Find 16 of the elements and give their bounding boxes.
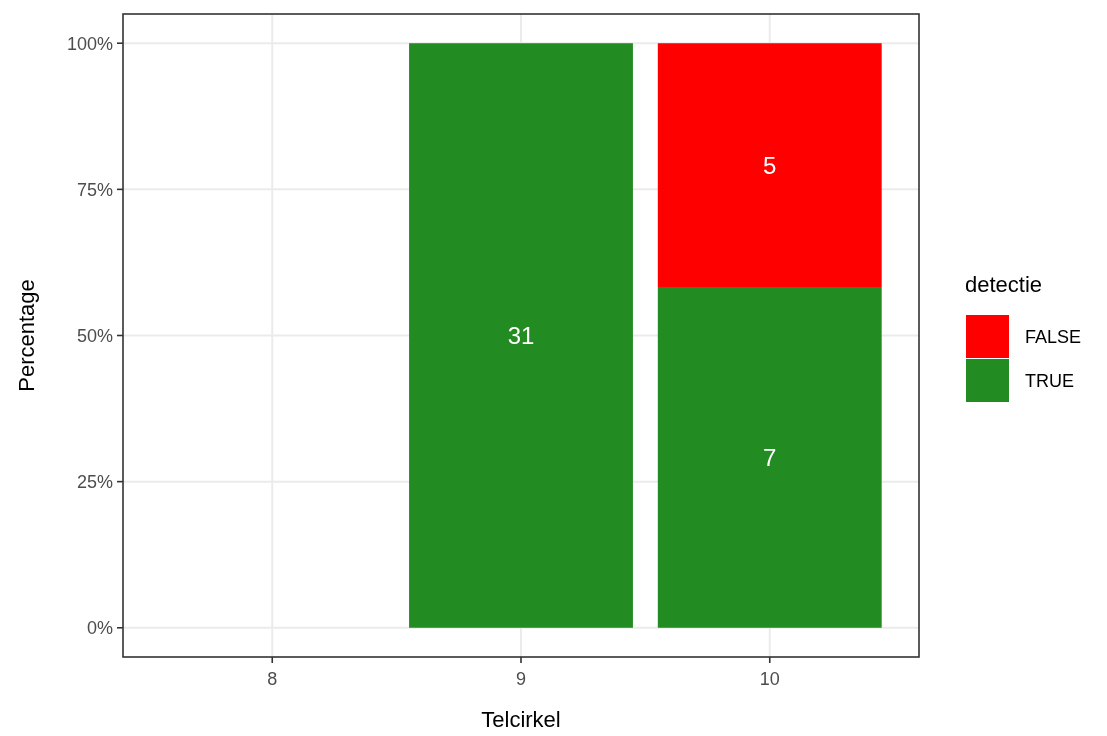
annotation: 5: [763, 151, 777, 179]
legend-label: FALSE: [1025, 327, 1082, 348]
annotation: 31: [507, 321, 535, 349]
annotation: 7: [763, 443, 777, 471]
y-tick-label: 0%: [86, 618, 113, 639]
y-tick-label: 50%: [76, 325, 113, 346]
y-tick-label: 25%: [76, 471, 113, 492]
legend-title: detectie: [965, 272, 1043, 297]
x-axis-title: Telcirkel: [481, 707, 561, 732]
x-tick-label: 9: [515, 669, 527, 689]
legend-label: TRUE: [1025, 371, 1074, 392]
y-tick-label: 75%: [76, 179, 113, 200]
x-tick-label: 8: [267, 669, 278, 689]
y-tick-label: 100%: [66, 33, 113, 54]
x-tick-label: 10: [759, 669, 780, 689]
y-axis-title: Percentage: [14, 279, 39, 392]
